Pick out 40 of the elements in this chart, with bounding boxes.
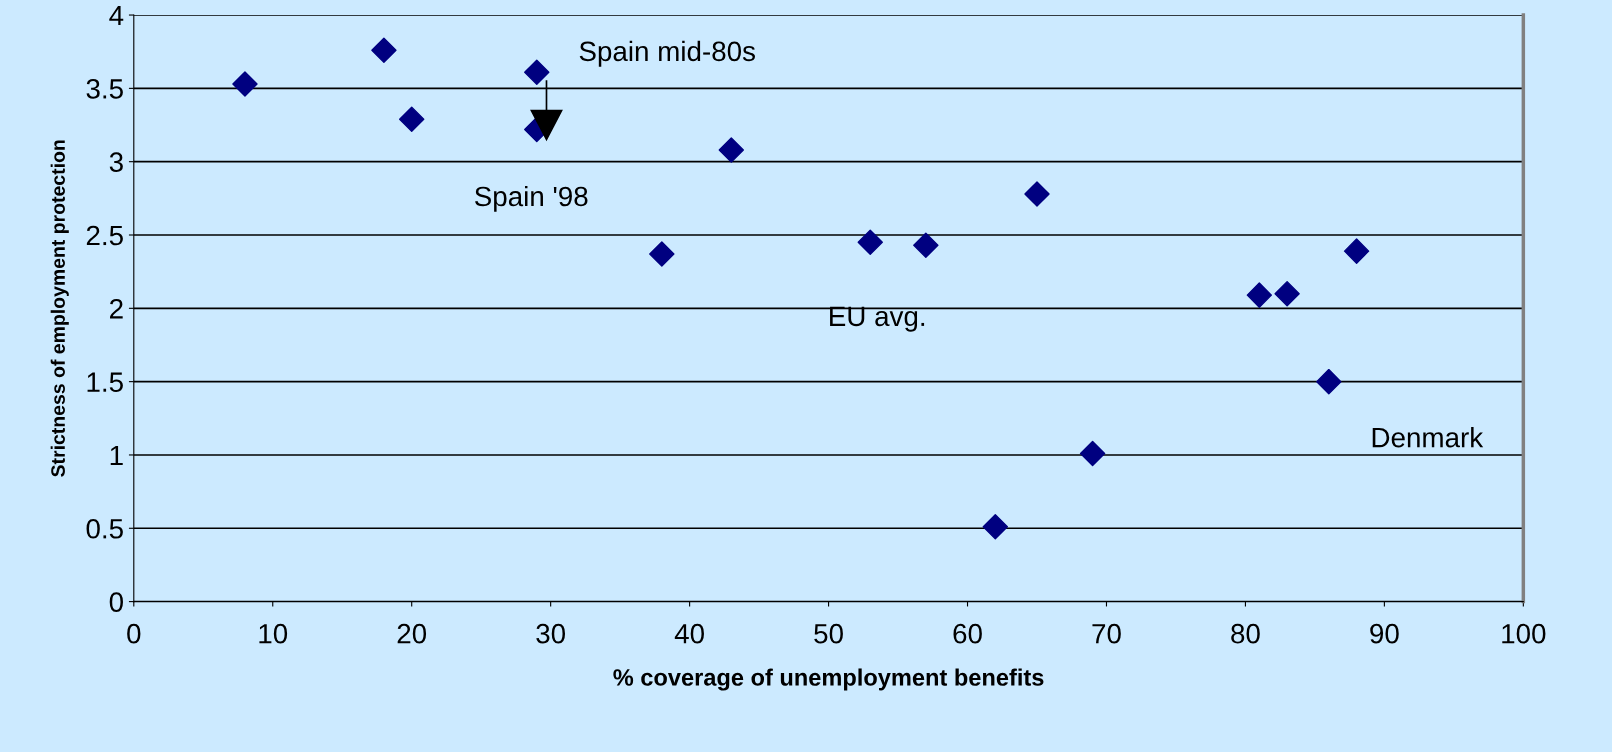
annotation: Denmark [1372,427,1484,448]
y-tick-label: 2.5 [86,225,123,246]
annotation: Spain '98 [474,185,588,212]
y-tick-label: 3 [109,152,123,173]
x-tick-label: 20 [397,623,427,644]
x-tick-label: 80 [1231,623,1260,644]
y-tick-label: 3.5 [86,79,123,99]
x-tick-label: 10 [259,623,288,644]
point [649,241,675,267]
x-tick-label: 100 [1502,623,1546,644]
point [1079,440,1106,467]
point [1024,181,1050,207]
y-tick-label: 1.5 [87,372,123,392]
y-tick-label: 0 [109,592,123,612]
x-tick-label: 40 [674,623,704,644]
point [913,232,939,258]
point [982,514,1009,540]
y-tick-label: 1 [110,445,123,466]
point [1316,368,1342,395]
x-tick-label: 70 [1092,623,1121,644]
point [1274,280,1300,307]
x-tick-label: 30 [536,623,566,644]
point [857,229,883,256]
point [1246,282,1273,308]
point [371,37,397,63]
point [524,59,550,85]
x-tick-label: 50 [814,623,843,644]
point [398,106,425,132]
x-tick-label: 90 [1370,623,1399,644]
y-tick-label: 4 [109,5,124,26]
x-tick-label: 0 [127,623,141,644]
y-tick-label: 0.5 [86,518,123,539]
x-tick-label: 60 [953,623,982,644]
point [232,71,258,97]
point [718,137,745,163]
annotation: Spain mid-80s [579,40,755,67]
point [1343,238,1370,264]
y-axis-title: Strictness of employment protection [50,140,69,477]
y-tick-label: 2 [110,298,123,319]
x-axis-title: % coverage of unemployment benefits [613,668,1044,691]
